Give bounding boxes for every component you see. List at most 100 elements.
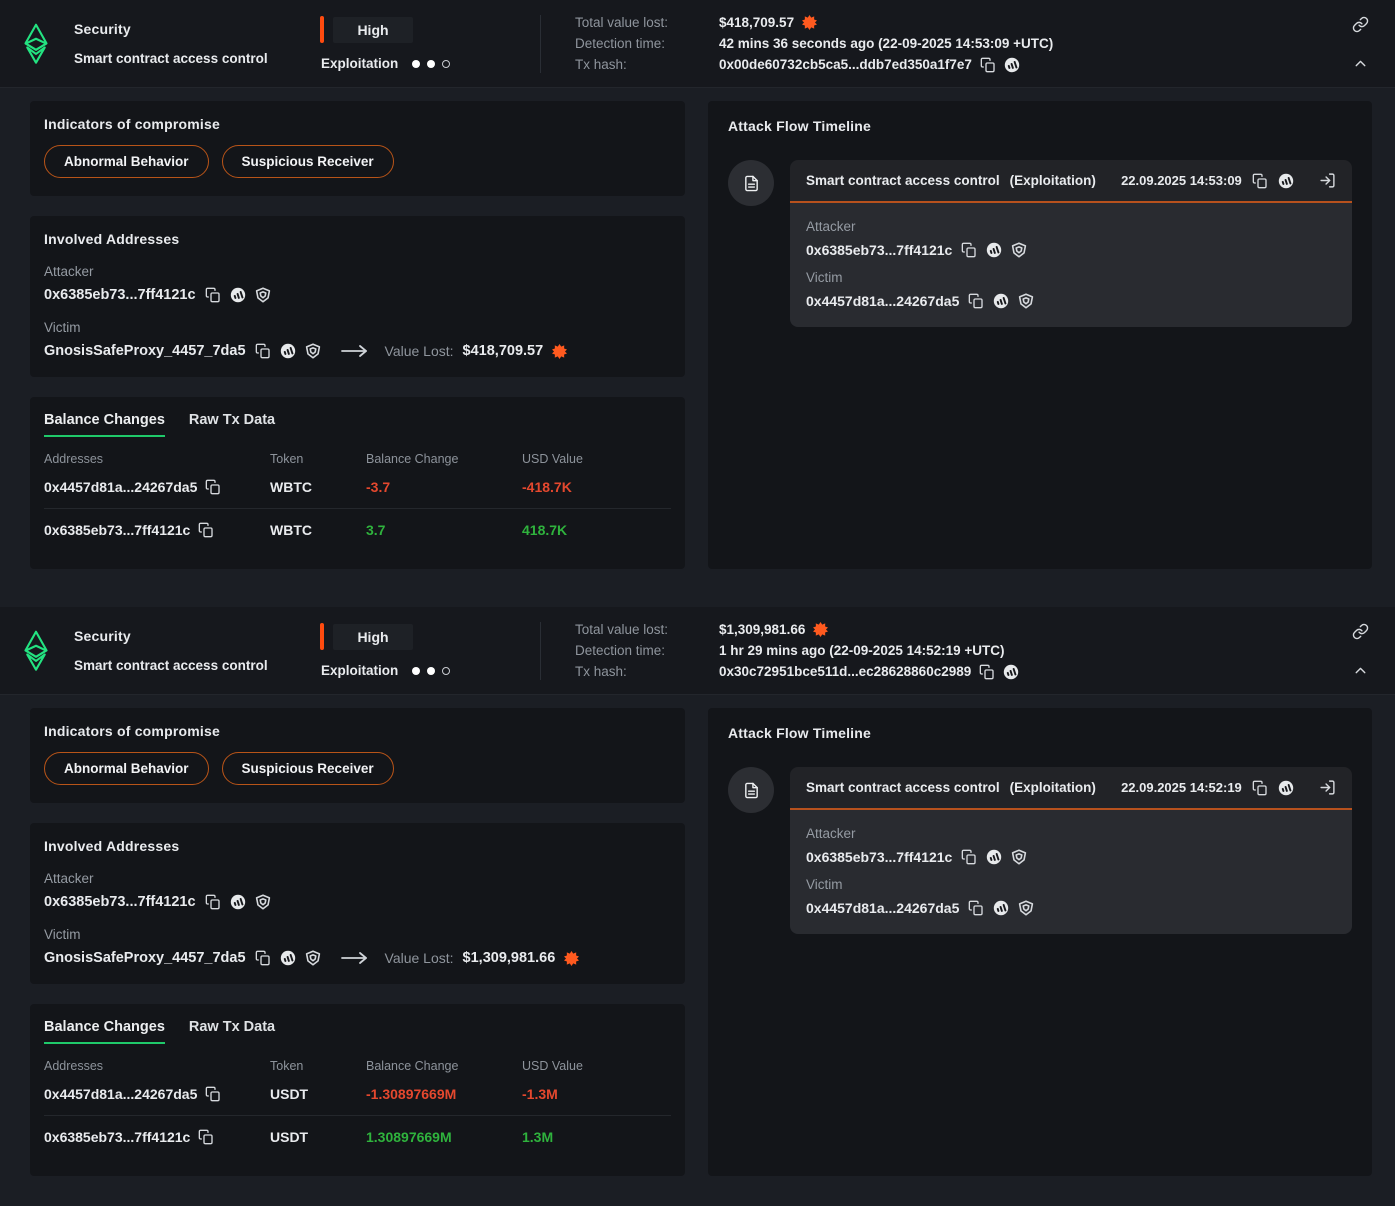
copy-icon[interactable] — [205, 1086, 221, 1102]
etherscan-icon[interactable] — [280, 950, 296, 966]
involved-title: Involved Addresses — [44, 838, 180, 854]
copy-icon[interactable] — [205, 287, 221, 303]
burst-icon — [813, 622, 828, 637]
shield-scan-icon[interactable] — [305, 950, 321, 966]
col-token: Token — [270, 1059, 304, 1073]
alert-category: Security — [74, 628, 131, 644]
header-actions — [1329, 16, 1369, 72]
table-row: 0x6385eb73...7ff4121c USDT 1.30897669M 1… — [44, 1115, 671, 1158]
copy-icon[interactable] — [961, 242, 977, 258]
shield-scan-icon[interactable] — [1011, 242, 1027, 258]
col-usd-value: USD Value — [522, 452, 583, 466]
shield-scan-icon[interactable] — [255, 287, 271, 303]
etherscan-icon[interactable] — [230, 894, 246, 910]
timeline-event-header: Smart contract access control (Exploitat… — [790, 767, 1352, 810]
attacker-address: 0x6385eb73...7ff4121c — [806, 849, 953, 865]
etherscan-icon[interactable] — [230, 287, 246, 303]
phase-row: Exploitation — [320, 663, 536, 678]
timeline-timestamp: 22.09.2025 14:52:19 — [1121, 780, 1242, 795]
balance-table-header: Addresses Token Balance Change USD Value — [44, 452, 671, 466]
chain-column — [22, 630, 74, 672]
alert-header: Security Smart contract access control H… — [0, 0, 1395, 88]
copy-icon[interactable] — [1252, 780, 1268, 796]
copy-icon[interactable] — [205, 479, 221, 495]
copy-icon[interactable] — [205, 894, 221, 910]
shield-scan-icon[interactable] — [1011, 849, 1027, 865]
open-details-icon[interactable] — [1319, 172, 1336, 189]
etherscan-icon[interactable] — [1278, 173, 1294, 189]
col-addresses: Addresses — [44, 452, 104, 466]
timeline-node — [728, 160, 774, 206]
etherscan-icon[interactable] — [280, 343, 296, 359]
shield-scan-icon[interactable] — [305, 343, 321, 359]
copy-icon[interactable] — [979, 664, 995, 680]
balance-tabs: Balance Changes Raw Tx Data — [44, 412, 671, 437]
etherscan-icon[interactable] — [986, 849, 1002, 865]
phase-row: Exploitation — [320, 56, 536, 71]
total-value-lost-label: Total value lost: — [575, 14, 669, 30]
victim-address-row: 0x4457d81a...24267da5 — [806, 900, 1336, 916]
tx-hash: 0x30c72951bce511d...ec28628860c2989 — [719, 664, 972, 679]
attacker-label: Attacker — [44, 264, 94, 279]
copy-icon[interactable] — [198, 1129, 214, 1145]
etherscan-icon[interactable] — [1003, 664, 1019, 680]
etherscan-icon[interactable] — [993, 900, 1009, 916]
indicators-card: Indicators of compromise Abnormal Behavi… — [30, 708, 685, 803]
alert-category: Security — [74, 21, 131, 37]
victim-label: Victim — [44, 320, 81, 335]
shield-scan-icon[interactable] — [1018, 900, 1034, 916]
tab-raw-tx-data[interactable]: Raw Tx Data — [189, 412, 275, 435]
timeline-event-body: Attacker 0x6385eb73...7ff4121c Victim 0x… — [790, 203, 1352, 327]
timeline-event: Smart contract access control (Exploitat… — [790, 160, 1352, 327]
copy-icon[interactable] — [1252, 173, 1268, 189]
alert-card: Security Smart contract access control H… — [0, 0, 1395, 585]
timeline-event-phase: (Exploitation) — [1009, 173, 1096, 188]
phase-label: Exploitation — [321, 56, 399, 71]
open-details-icon[interactable] — [1319, 779, 1336, 796]
etherscan-icon[interactable] — [993, 293, 1009, 309]
alert-titles: Security Smart contract access control — [74, 21, 320, 66]
copy-icon[interactable] — [255, 343, 271, 359]
collapse-chevron-icon[interactable] — [1352, 55, 1369, 72]
row-token: WBTC — [270, 479, 312, 495]
phase-dot-empty — [442, 59, 451, 68]
phase-progress-dots — [412, 59, 451, 68]
tab-balance-changes[interactable]: Balance Changes — [44, 1019, 165, 1044]
value-lost-label: Value Lost: — [384, 343, 454, 359]
attacker-label: Attacker — [806, 826, 856, 841]
arrow-right-icon — [340, 344, 370, 358]
etherscan-icon[interactable] — [986, 242, 1002, 258]
collapse-chevron-icon[interactable] — [1352, 662, 1369, 679]
etherscan-icon[interactable] — [1278, 780, 1294, 796]
indicator-chips: Abnormal Behavior Suspicious Receiver — [44, 752, 671, 785]
permalink-icon[interactable] — [1352, 623, 1369, 640]
tab-raw-tx-data[interactable]: Raw Tx Data — [189, 1019, 275, 1042]
indicators-title: Indicators of compromise — [44, 723, 220, 739]
attacker-label: Attacker — [44, 871, 94, 886]
copy-icon[interactable] — [968, 900, 984, 916]
shield-scan-icon[interactable] — [255, 894, 271, 910]
left-column: Indicators of compromise Abnormal Behavi… — [30, 101, 685, 569]
timeline-title: Attack Flow Timeline — [728, 725, 871, 741]
shield-scan-icon[interactable] — [1018, 293, 1034, 309]
permalink-icon[interactable] — [1352, 16, 1369, 33]
row-address: 0x4457d81a...24267da5 — [44, 1086, 198, 1102]
severity-bar — [320, 16, 324, 43]
alert-header: Security Smart contract access control H… — [0, 607, 1395, 695]
involved-addresses-card: Involved Addresses Attacker 0x6385eb73..… — [30, 823, 685, 984]
timeline-title: Attack Flow Timeline — [728, 118, 871, 134]
copy-icon[interactable] — [980, 57, 996, 73]
tab-balance-changes[interactable]: Balance Changes — [44, 412, 165, 437]
timeline-event-title: Smart contract access control — [806, 173, 1000, 188]
balance-changes-card: Balance Changes Raw Tx Data Addresses To… — [30, 397, 685, 569]
alert-titles: Security Smart contract access control — [74, 628, 320, 673]
copy-icon[interactable] — [255, 950, 271, 966]
phase-dot-empty — [442, 666, 451, 675]
copy-icon[interactable] — [198, 522, 214, 538]
tx-hash-label: Tx hash: — [575, 57, 627, 72]
balance-table-header: Addresses Token Balance Change USD Value — [44, 1059, 671, 1073]
copy-icon[interactable] — [968, 293, 984, 309]
etherscan-icon[interactable] — [1004, 57, 1020, 73]
copy-icon[interactable] — [961, 849, 977, 865]
indicator-chip: Abnormal Behavior — [44, 752, 209, 785]
